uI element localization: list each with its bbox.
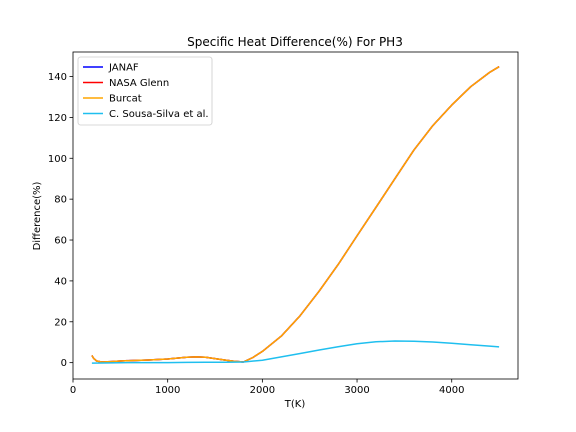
y-tick-label: 100 xyxy=(48,154,67,165)
y-tick-label: 0 xyxy=(61,358,67,369)
y-tick-label: 120 xyxy=(48,113,67,124)
y-tick-label: 140 xyxy=(48,72,67,83)
legend-label-1: NASA Glenn xyxy=(109,78,169,89)
y-tick-label: 80 xyxy=(54,195,67,206)
x-tick-label: 0 xyxy=(70,385,76,396)
x-tick-label: 4000 xyxy=(439,385,464,396)
y-tick-label: 20 xyxy=(54,317,67,328)
y-tick-label: 60 xyxy=(54,236,67,247)
x-axis-label: T(K) xyxy=(284,399,306,410)
y-axis-label: Difference(%) xyxy=(32,181,43,250)
y-tick-label: 40 xyxy=(54,276,67,287)
legend-label-2: Burcat xyxy=(109,94,142,105)
legend-label-0: JANAF xyxy=(108,63,139,74)
chart-title: Specific Heat Difference(%) For PH3 xyxy=(187,35,403,49)
x-tick-label: 1000 xyxy=(155,385,180,396)
legend-label-3: C. Sousa-Silva et al. xyxy=(109,109,209,120)
legend: JANAF NASA Glenn Burcat C. Sousa-Silva et a… xyxy=(78,57,212,125)
x-tick-label: 2000 xyxy=(250,385,275,396)
x-tick-label: 3000 xyxy=(344,385,369,396)
